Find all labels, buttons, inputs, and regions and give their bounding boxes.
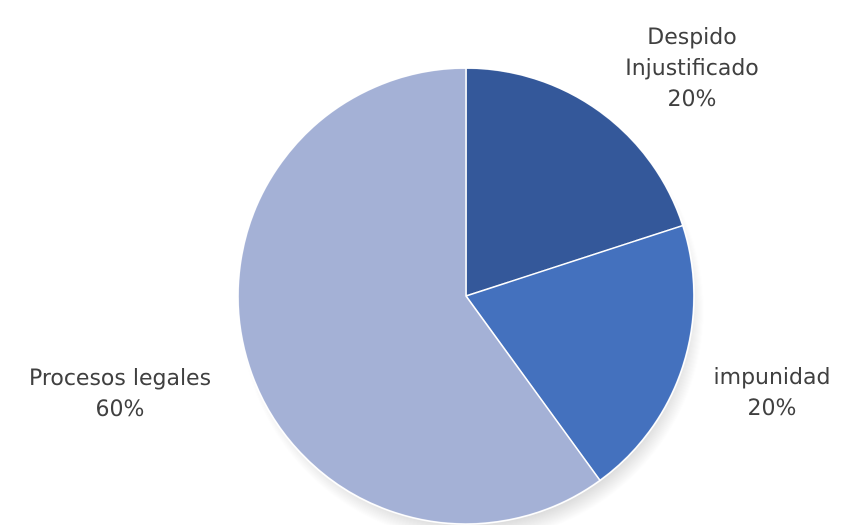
pie-slice-rim-1 bbox=[599, 225, 695, 482]
slice-percent-label-0: 20% bbox=[668, 87, 717, 112]
pie-slice-rim-2 bbox=[237, 67, 601, 525]
pie-slice-2 bbox=[237, 67, 602, 525]
slice-category-label-0: Injustificado bbox=[625, 56, 759, 81]
pie-slices bbox=[237, 67, 695, 525]
pie-slice-1 bbox=[464, 224, 695, 482]
slice-labels: Despido Injustificado 20% impunidad 20% Proce… bbox=[29, 25, 831, 422]
slice-category-label-2: Procesos legales bbox=[29, 366, 211, 391]
pie-slice-0 bbox=[465, 67, 684, 298]
pie-slice-rim-0 bbox=[465, 67, 684, 226]
slice-category-label-1: impunidad bbox=[714, 365, 831, 390]
slice-percent-label-2: 60% bbox=[96, 397, 145, 422]
slice-category-label-0: Despido bbox=[647, 25, 736, 50]
slice-percent-label-1: 20% bbox=[748, 396, 797, 421]
